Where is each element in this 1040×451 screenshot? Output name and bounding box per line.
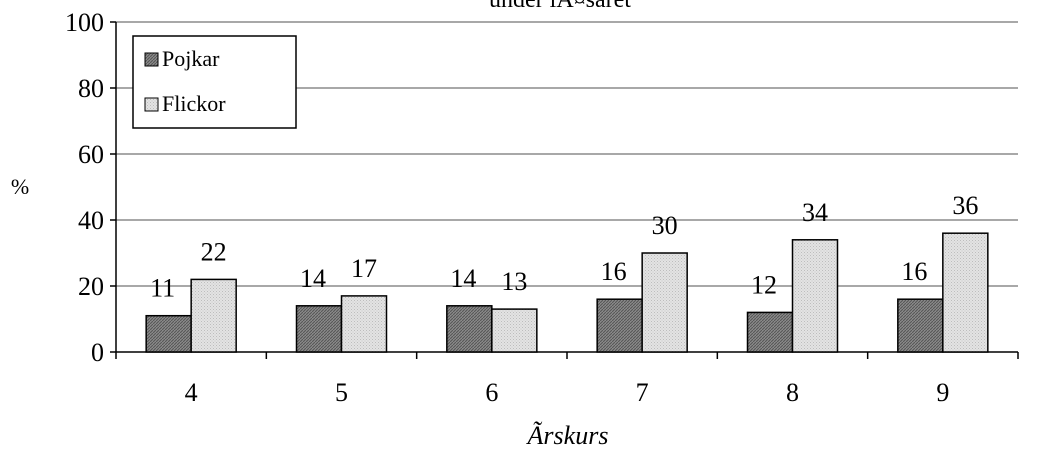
data-label-flickor: 17 [351, 254, 377, 283]
chart-title: under lÃ¤saret [489, 0, 631, 13]
y-tick-label: 0 [91, 338, 104, 367]
bar-flickor-7 [641, 252, 688, 353]
y-tick-label: 100 [65, 8, 104, 37]
bars [145, 232, 989, 353]
legend-swatch-flickor [144, 97, 159, 112]
data-label-flickor: 22 [201, 237, 227, 266]
data-label-pojkar: 12 [751, 270, 777, 299]
y-tick-label: 20 [78, 272, 104, 301]
x-tick-label: 6 [485, 378, 498, 407]
legend-swatch-pojkar [144, 52, 159, 67]
bar-pojkar-6 [446, 305, 493, 353]
legend: Pojkar Flickor [132, 35, 297, 129]
bar-pojkar-7 [596, 298, 643, 353]
data-label-pojkar: 14 [450, 264, 476, 293]
data-label-flickor: 36 [952, 191, 978, 220]
x-tick-label: 4 [185, 378, 198, 407]
x-tick-label: 5 [335, 378, 348, 407]
bar-flickor-9 [942, 232, 989, 353]
data-label-flickor: 30 [652, 211, 678, 240]
legend-label-pojkar: Pojkar [162, 46, 220, 71]
bar-pojkar-4 [145, 314, 192, 353]
data-label-pojkar: 16 [901, 257, 927, 286]
data-label-pojkar: 16 [601, 257, 627, 286]
data-label-flickor: 34 [802, 198, 828, 227]
data-label-pojkar: 11 [150, 274, 175, 303]
data-labels: 11 14 14 16 12 16 22 17 13 30 34 36 [150, 191, 978, 303]
legend-box [132, 35, 297, 129]
bar-pojkar-5 [295, 305, 343, 353]
x-tick-label: 9 [936, 378, 949, 407]
data-label-pojkar: 14 [300, 264, 326, 293]
bar-flickor-4 [190, 278, 237, 353]
bar-pojkar-9 [897, 298, 944, 353]
bar-flickor-5 [340, 295, 388, 353]
bar-flickor-8 [791, 239, 839, 353]
x-axis-label: Ãrskurs [526, 421, 609, 450]
legend-label-flickor: Flickor [162, 91, 226, 116]
x-tick-label: 8 [786, 378, 799, 407]
y-tick-label: 40 [78, 206, 104, 235]
y-axis-label: % [11, 174, 29, 199]
data-label-flickor: 13 [501, 267, 527, 296]
bar-flickor-6 [491, 308, 538, 353]
y-tick-label: 60 [78, 140, 104, 169]
x-tick-label: 7 [636, 378, 649, 407]
y-axis-ticks: 0 20 40 60 80 100 [65, 8, 116, 367]
bar-pojkar-8 [746, 311, 794, 353]
y-tick-label: 80 [78, 74, 104, 103]
x-axis-ticks: 4 5 6 7 8 9 [115, 352, 1019, 407]
